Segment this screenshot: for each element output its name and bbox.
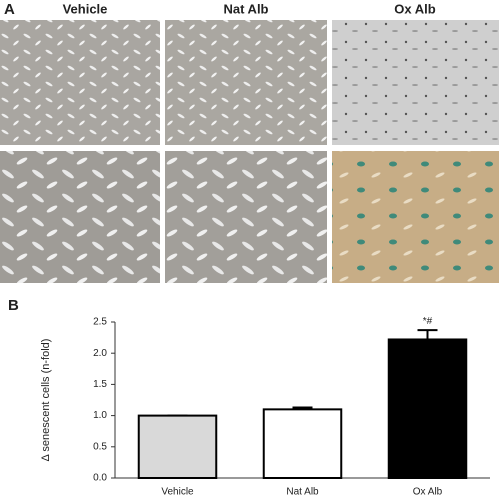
y-tick-label: 2.0 bbox=[93, 348, 107, 359]
x-tick-label: Ox Alb bbox=[413, 487, 443, 498]
panel-label: A bbox=[4, 1, 15, 18]
micrographs bbox=[0, 20, 499, 283]
x-tick-label: Vehicle bbox=[161, 487, 194, 498]
bar bbox=[137, 414, 218, 480]
bar bbox=[387, 338, 468, 479]
micrograph-cells bbox=[165, 20, 327, 145]
micrograph-cells bbox=[332, 151, 499, 283]
micrograph-cells bbox=[332, 20, 499, 145]
bar bbox=[262, 408, 343, 479]
micrograph-cells bbox=[0, 151, 160, 283]
column-label: Vehicle bbox=[63, 1, 108, 16]
x-tick-label: Nat Alb bbox=[286, 487, 319, 498]
micrograph-cells bbox=[165, 151, 327, 283]
y-axis-label: Δ senescent cells (n-fold) bbox=[40, 339, 52, 462]
y-tick-label: 2.5 bbox=[93, 317, 107, 328]
y-tick-label: 1.0 bbox=[93, 410, 107, 421]
column-label: Nat Alb bbox=[223, 1, 268, 16]
y-tick-label: 0.0 bbox=[93, 473, 107, 484]
panel-label: B bbox=[8, 297, 19, 314]
y-tick-label: 1.5 bbox=[93, 379, 107, 390]
column-label: Ox Alb bbox=[394, 1, 435, 16]
annotation: *# bbox=[423, 316, 433, 327]
micrograph-cells bbox=[0, 20, 160, 145]
y-tick-label: 0.5 bbox=[93, 441, 107, 452]
